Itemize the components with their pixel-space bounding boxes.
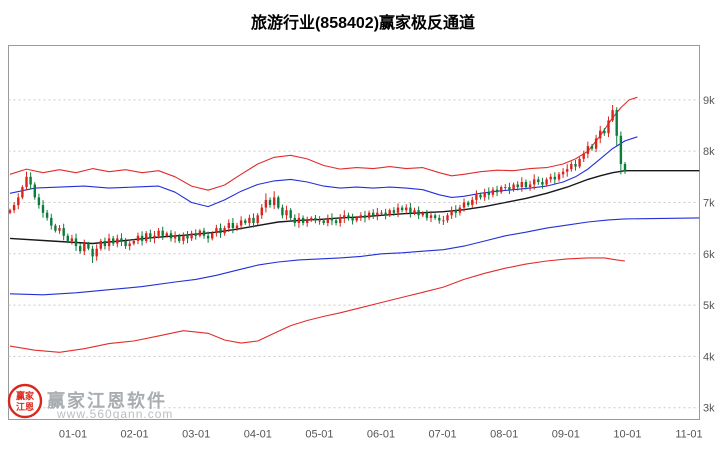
y-axis-label: 4k: [703, 351, 715, 363]
candlestick-series: [8, 105, 627, 263]
y-axis-label: 6k: [703, 249, 715, 261]
x-axis-label: 08-01: [490, 429, 518, 441]
watermark-brand-text: 赢家江恩软件: [47, 391, 167, 411]
x-axis-label: 05-01: [305, 429, 333, 441]
y-axis-label: 7k: [703, 197, 715, 209]
upper-inner-blue-rail: [9, 136, 638, 208]
lower-outer-red-rail: [9, 257, 626, 353]
x-axis-label: 10-01: [613, 429, 641, 441]
logo-text-top: 赢家: [16, 390, 35, 401]
winner-gann-logo-icon: 赢家 江恩: [7, 383, 43, 419]
y-axis-label: 8k: [703, 146, 715, 158]
x-axis-label: 07-01: [429, 429, 457, 441]
lower-inner-blue-rail: [9, 217, 700, 296]
y-axis-label: 5k: [703, 300, 715, 312]
x-axis-label: 01-01: [59, 429, 87, 441]
logo-ring: [7, 383, 43, 419]
upper-outer-red-rail: [9, 96, 638, 191]
middle-black-line: [9, 170, 700, 245]
x-axis-label: 06-01: [367, 429, 395, 441]
y-axis-label: 3k: [703, 403, 715, 415]
plot-frame: [8, 45, 700, 420]
chart-title: 旅游行业(858402)赢家极反通道: [250, 15, 476, 32]
logo-text-bottom: 江恩: [16, 401, 34, 412]
x-axis-label: 03-01: [182, 429, 210, 441]
x-axis-label: 09-01: [552, 429, 580, 441]
x-axis-label: 11-01: [675, 429, 702, 441]
x-axis-label: 02-01: [121, 429, 149, 441]
y-axis-label: 9k: [703, 95, 715, 107]
watermark-url: www.560gann.com: [57, 407, 174, 421]
x-axis-label: 04-01: [244, 429, 272, 441]
